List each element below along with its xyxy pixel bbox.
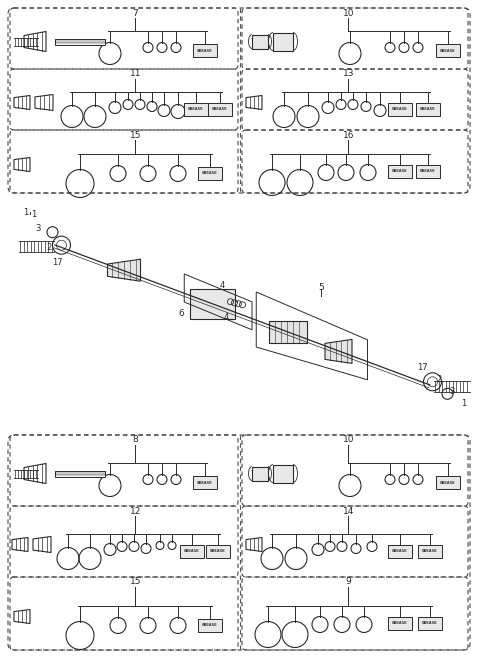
- Text: 12: 12: [130, 506, 141, 516]
- Text: 15: 15: [130, 131, 141, 140]
- Bar: [193, 476, 217, 489]
- Text: 2: 2: [47, 243, 52, 252]
- Polygon shape: [190, 289, 235, 319]
- Text: GREASE: GREASE: [184, 550, 200, 554]
- Text: 13: 13: [342, 70, 354, 79]
- Bar: [206, 545, 230, 558]
- Bar: [273, 464, 293, 483]
- Text: GREASE: GREASE: [188, 108, 204, 112]
- Bar: [436, 476, 460, 489]
- Text: 8: 8: [132, 436, 138, 445]
- Text: GREASE: GREASE: [440, 49, 456, 52]
- Bar: [55, 39, 105, 45]
- Text: GREASE: GREASE: [202, 171, 218, 176]
- Bar: [180, 545, 204, 558]
- Text: 1: 1: [23, 208, 28, 216]
- Text: 4: 4: [224, 314, 229, 322]
- Text: 1: 1: [461, 400, 466, 408]
- Text: GREASE: GREASE: [392, 108, 408, 112]
- Text: GREASE: GREASE: [210, 550, 226, 554]
- Polygon shape: [108, 259, 141, 281]
- Text: GREASE: GREASE: [202, 623, 218, 628]
- Bar: [208, 103, 232, 116]
- Bar: [252, 466, 268, 480]
- Text: GREASE: GREASE: [392, 169, 408, 173]
- Bar: [252, 35, 268, 49]
- Text: 16: 16: [342, 131, 354, 140]
- Bar: [184, 103, 208, 116]
- Text: 15: 15: [130, 577, 141, 586]
- Text: 5: 5: [318, 283, 324, 291]
- Polygon shape: [325, 339, 352, 363]
- Bar: [416, 103, 440, 116]
- Bar: [388, 103, 412, 116]
- Bar: [418, 617, 442, 630]
- Text: GREASE: GREASE: [422, 550, 438, 554]
- Text: 2: 2: [437, 375, 442, 384]
- Text: 10: 10: [342, 9, 354, 18]
- Text: GREASE: GREASE: [197, 49, 213, 52]
- Bar: [418, 545, 442, 558]
- Text: GREASE: GREASE: [420, 108, 436, 112]
- Text: 6: 6: [179, 310, 184, 319]
- Text: GREASE: GREASE: [197, 480, 213, 485]
- Text: GREASE: GREASE: [420, 169, 436, 173]
- Text: 7: 7: [132, 9, 138, 18]
- Bar: [198, 619, 222, 632]
- Text: 17: 17: [417, 363, 428, 373]
- Bar: [388, 165, 412, 178]
- Text: GREASE: GREASE: [212, 108, 228, 112]
- Bar: [388, 617, 412, 630]
- Bar: [436, 44, 460, 57]
- Text: 10: 10: [342, 436, 354, 445]
- Text: 14: 14: [343, 506, 354, 516]
- Text: 3: 3: [35, 224, 40, 233]
- Text: GREASE: GREASE: [392, 621, 408, 626]
- Bar: [268, 321, 307, 343]
- Text: GREASE: GREASE: [392, 550, 408, 554]
- Text: 9: 9: [345, 577, 351, 586]
- Bar: [273, 33, 293, 51]
- Text: 4: 4: [220, 281, 225, 291]
- Text: 17: 17: [52, 258, 63, 267]
- Text: 11: 11: [130, 70, 141, 79]
- Bar: [193, 44, 217, 57]
- Bar: [198, 167, 222, 180]
- Text: 3: 3: [449, 387, 454, 396]
- Bar: [55, 470, 105, 476]
- Bar: [388, 545, 412, 558]
- Text: 1: 1: [31, 210, 36, 218]
- Bar: [416, 165, 440, 178]
- Text: GREASE: GREASE: [440, 480, 456, 485]
- Text: GREASE: GREASE: [422, 621, 438, 626]
